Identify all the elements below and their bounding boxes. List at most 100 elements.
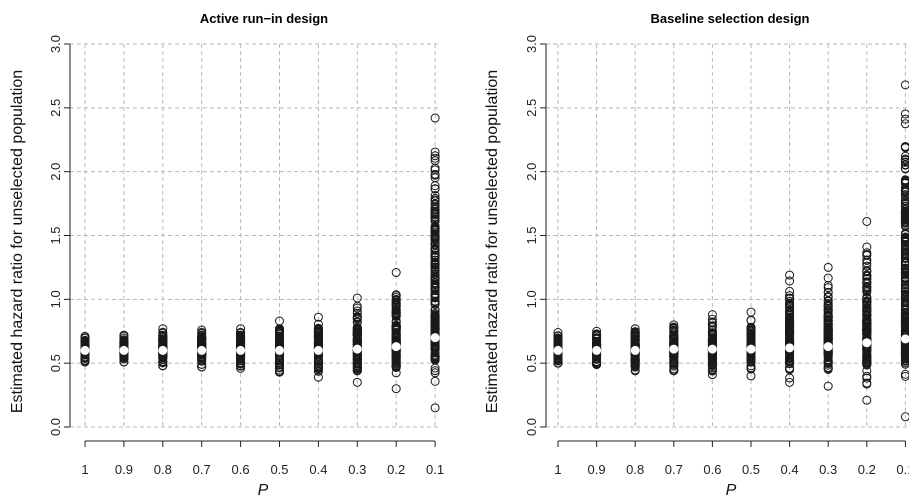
center-point xyxy=(275,345,284,355)
data-point xyxy=(862,360,872,370)
data-point xyxy=(900,160,909,170)
data-point xyxy=(630,327,640,337)
data-point xyxy=(900,314,909,324)
data-point xyxy=(862,309,872,319)
data-point xyxy=(900,320,909,330)
center-point xyxy=(197,345,207,355)
chart-title: Baseline selection design xyxy=(651,11,810,26)
data-point xyxy=(862,261,872,271)
data-point xyxy=(707,330,717,340)
data-point xyxy=(900,247,909,257)
data-point xyxy=(900,369,909,379)
data-column xyxy=(669,320,679,376)
data-point xyxy=(430,113,440,123)
data-point xyxy=(313,319,323,329)
data-point xyxy=(430,269,440,279)
center-point xyxy=(823,342,833,352)
panel-baseline-selection: Baseline selection design 0.0 0.5 1.0 1.5 2.0… xyxy=(484,11,909,499)
x-axis-label: P xyxy=(258,482,269,499)
data-point xyxy=(669,331,679,341)
data-point xyxy=(823,315,833,325)
data-point xyxy=(862,216,872,226)
data-point xyxy=(862,271,872,281)
data-point xyxy=(900,109,909,119)
data-point xyxy=(352,308,362,318)
data-point xyxy=(900,251,909,261)
data-point xyxy=(430,229,440,239)
y-tick-label: 2.0 xyxy=(524,163,539,181)
data-point xyxy=(197,362,207,372)
data-point xyxy=(352,358,362,368)
data-point xyxy=(430,255,440,265)
data-column xyxy=(158,324,168,371)
data-point xyxy=(352,377,362,387)
data-column xyxy=(823,262,833,391)
data-point xyxy=(900,80,909,90)
data-point xyxy=(553,334,563,344)
data-point xyxy=(900,300,909,310)
center-point xyxy=(80,345,90,355)
data-point xyxy=(862,278,872,288)
data-point xyxy=(430,259,440,269)
data-point xyxy=(313,366,323,376)
data-point xyxy=(430,153,440,163)
data-point xyxy=(900,178,909,188)
data-point xyxy=(785,326,795,336)
x-tick-label: 0.9 xyxy=(115,462,133,477)
data-point xyxy=(900,253,909,263)
y-tick-label: 1.0 xyxy=(48,290,63,308)
data-point xyxy=(391,332,401,342)
data-point xyxy=(823,355,833,365)
data-point xyxy=(785,333,795,343)
data-column xyxy=(275,316,284,377)
data-point xyxy=(823,329,833,339)
center-point xyxy=(900,334,909,344)
center-point xyxy=(430,333,440,343)
data-point xyxy=(823,324,833,334)
data-point xyxy=(823,352,833,362)
y-tick-label: 0.5 xyxy=(48,354,63,372)
data-point xyxy=(430,231,440,241)
data-point xyxy=(900,190,909,200)
data-point xyxy=(630,334,640,344)
center-point xyxy=(785,343,795,353)
data-point xyxy=(630,365,640,375)
data-point xyxy=(313,328,323,338)
data-point xyxy=(391,359,401,369)
data-point xyxy=(823,313,833,323)
data-point xyxy=(391,327,401,337)
data-column xyxy=(553,328,563,368)
data-point xyxy=(900,230,909,240)
data-point xyxy=(430,305,440,315)
center-point xyxy=(746,344,756,354)
data-point xyxy=(430,315,440,325)
data-point xyxy=(158,331,168,341)
data-column xyxy=(391,268,401,394)
data-point xyxy=(430,234,440,244)
x-tick-label: 0.6 xyxy=(703,462,721,477)
x-tick-label: 0.4 xyxy=(781,462,799,477)
y-tick-label: 2.5 xyxy=(524,99,539,117)
data-point xyxy=(352,303,362,313)
data-point xyxy=(900,294,909,304)
data-point xyxy=(823,283,833,293)
center-point xyxy=(553,345,563,355)
data-point xyxy=(900,349,909,359)
data-point xyxy=(707,370,717,380)
data-point xyxy=(430,366,440,376)
data-point xyxy=(430,253,440,263)
y-tick-label: 3.0 xyxy=(48,35,63,53)
data-column xyxy=(430,113,440,413)
data-point xyxy=(707,365,717,375)
data-point xyxy=(900,260,909,270)
x-tick-label: 0.7 xyxy=(665,462,683,477)
data-point xyxy=(630,355,640,365)
data-point xyxy=(391,384,401,394)
data-point xyxy=(707,361,717,371)
data-point xyxy=(862,325,872,335)
y-axis-label: Estimated hazard ratio for unselected po… xyxy=(9,70,26,413)
data-point xyxy=(430,184,440,194)
data-point xyxy=(707,333,717,343)
data-point xyxy=(862,366,872,376)
